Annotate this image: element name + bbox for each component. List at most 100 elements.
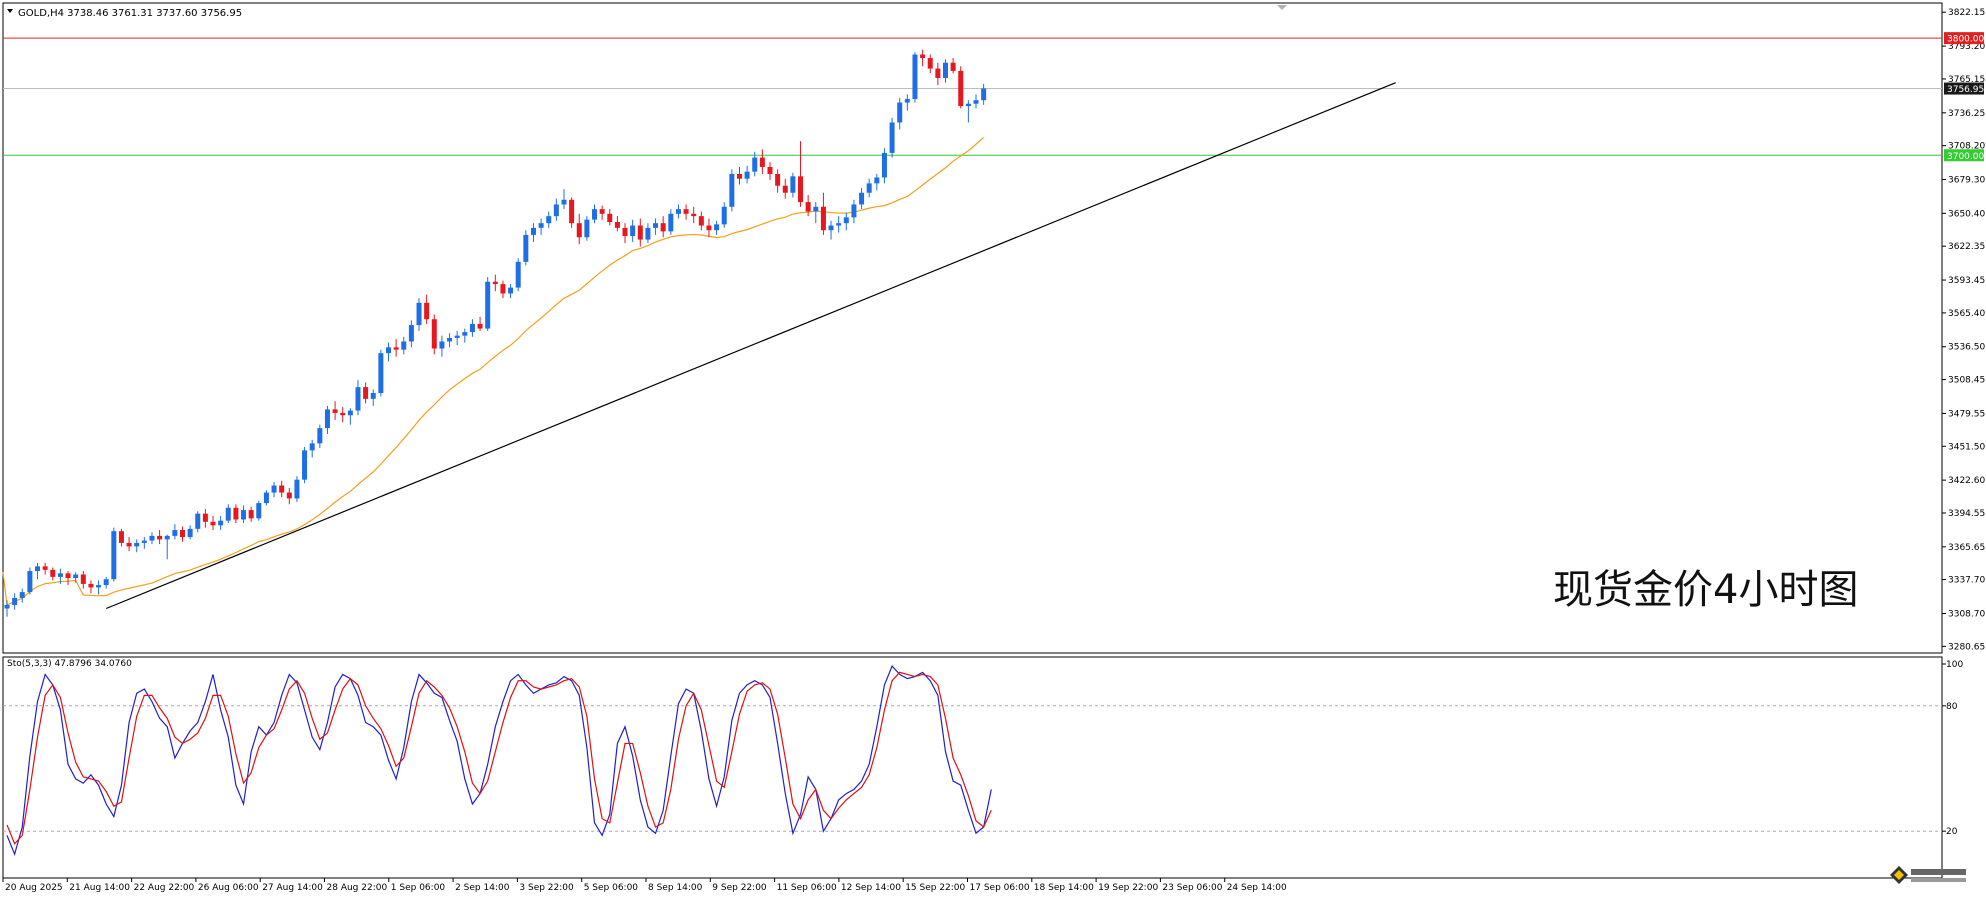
candle — [477, 316, 483, 331]
candle — [874, 173, 880, 191]
candle-body — [179, 530, 185, 538]
candle-body — [950, 62, 956, 71]
candle-body — [454, 335, 460, 338]
candle — [157, 530, 163, 545]
chart-watermark-title: 现货金价4小时图 — [1553, 567, 1858, 613]
candle — [447, 333, 453, 348]
candle — [492, 274, 498, 292]
stochastic-tick-label: 80 — [1946, 702, 1958, 712]
shift-marker-icon[interactable] — [1277, 5, 1287, 10]
candle-body — [920, 54, 926, 59]
candle-body — [378, 353, 384, 393]
candle-body — [73, 574, 79, 579]
candle — [4, 600, 10, 617]
candle — [424, 294, 430, 324]
time-tick-label: 24 Sep 14:00 — [1227, 883, 1287, 893]
candle — [813, 202, 819, 224]
candle-body — [263, 492, 269, 504]
candle — [607, 209, 613, 226]
time-tick-label: 1 Sep 06:00 — [391, 883, 446, 893]
candle-body — [324, 409, 330, 429]
candle — [508, 284, 514, 299]
stochastic-pane-frame — [2, 656, 1943, 879]
candle — [981, 83, 987, 105]
candle-body — [317, 428, 323, 444]
candle-body — [958, 70, 964, 107]
price-tick-label: 3736.25 — [1948, 109, 1985, 119]
candle-body — [248, 510, 254, 519]
candle — [302, 446, 308, 484]
candle-body — [599, 209, 605, 214]
candle — [309, 439, 315, 458]
candle — [820, 192, 826, 235]
candle-body — [569, 199, 575, 224]
candle — [523, 230, 529, 266]
candle — [653, 218, 659, 235]
candle — [614, 216, 620, 232]
candle — [950, 58, 956, 74]
candle-body — [477, 323, 483, 329]
candle — [164, 534, 170, 560]
candle — [416, 298, 422, 331]
candle — [386, 342, 391, 362]
candle — [462, 328, 468, 343]
candle — [271, 482, 277, 498]
candle — [698, 211, 704, 231]
candle — [515, 258, 521, 292]
candle — [355, 380, 361, 416]
time-tick-label: 19 Sep 22:00 — [1098, 883, 1158, 893]
candle — [927, 54, 933, 74]
stochastic-tick-label: 100 — [1946, 660, 1963, 670]
candle — [96, 580, 102, 595]
candle-body — [744, 171, 750, 179]
candle — [622, 223, 628, 244]
level-tag-label: 3700.00 — [1947, 152, 1984, 162]
candle-body — [668, 213, 674, 232]
candle-body — [485, 281, 491, 329]
candle — [65, 571, 71, 586]
candle-body — [592, 209, 598, 220]
candle-body — [118, 531, 124, 543]
candle-body — [904, 99, 910, 103]
price-tick-label: 3793.20 — [1948, 42, 1985, 52]
candle-body — [126, 542, 132, 547]
candle-body — [141, 540, 147, 543]
candle — [645, 223, 651, 244]
price-tick-label: 3679.30 — [1948, 175, 1985, 185]
time-tick-label: 26 Aug 06:00 — [198, 883, 259, 893]
candle-body — [981, 88, 987, 101]
candle-body — [386, 347, 391, 354]
candle-body — [500, 284, 506, 294]
trendline[interactable] — [105, 82, 1396, 610]
price-tick-label: 3565.40 — [1948, 309, 1985, 319]
candle-body — [698, 216, 704, 226]
candle-body — [805, 202, 811, 212]
candle — [599, 205, 605, 220]
candle — [179, 526, 185, 542]
candle-body — [50, 569, 56, 577]
candle-body — [782, 185, 788, 193]
stochastic-pane: 100 80 20 — [2, 656, 1963, 879]
candle-body — [859, 192, 865, 205]
candle — [866, 178, 872, 198]
candle-body — [637, 225, 643, 240]
candle — [500, 280, 506, 299]
candle — [469, 319, 475, 337]
time-tick-label: 27 Aug 14:00 — [262, 883, 323, 893]
candle — [42, 562, 48, 575]
candle — [798, 141, 804, 207]
candle-body — [271, 485, 277, 493]
symbol-header: GOLD,H4 3738.46 3761.31 3737.60 3756.95 — [18, 8, 242, 19]
candle-body — [35, 566, 41, 572]
time-tick-label: 8 Sep 14:00 — [648, 883, 703, 893]
candle-body — [752, 157, 758, 172]
candle-body — [538, 223, 544, 228]
candle — [19, 588, 25, 603]
candle — [630, 219, 636, 242]
candle — [50, 567, 56, 581]
candle-body — [653, 223, 659, 228]
candle — [920, 49, 926, 67]
candle-body — [96, 585, 102, 588]
candle-body — [614, 222, 620, 228]
collapse-triangle-icon[interactable] — [7, 9, 13, 13]
